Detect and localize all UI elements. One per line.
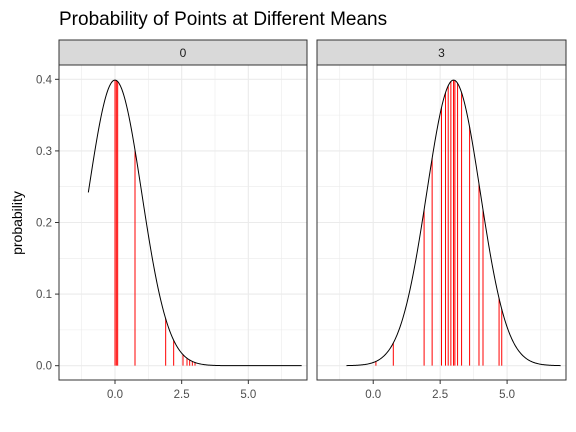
y-tick-label: 0.3 [36,146,52,158]
x-tick-label: 2.5 [432,389,448,401]
x-tick-label: 0.0 [107,389,123,401]
facet-strip [58,39,308,66]
density-curve [87,79,302,367]
x-tick-label: 5.0 [499,389,515,401]
density-curve [346,79,561,367]
y-tick-label: 0.4 [36,74,53,86]
x-tick-label: 5.0 [240,389,256,401]
y-tick-label: 0.0 [36,361,52,373]
chart-title: Probability of Points at Different Means [59,9,387,30]
facet-strip [316,39,567,66]
y-tick-label: 0.1 [36,289,52,301]
panel-3: 3 0.0 2.5 5.0 [316,39,567,401]
x-tick-label: 0.0 [365,389,381,401]
facet-strip-label: 3 [438,46,445,60]
panels: 0 0.0 2.5 5.0 0.0 0.1 0.2 0.3 0.4 3 0.0 2.5 5.0 [36,39,567,401]
y-axis-label: probability [9,191,25,255]
panel-0: 0 0.0 2.5 5.0 0.0 0.1 0.2 0.3 0.4 [36,39,308,401]
facet-strip-label: 0 [180,46,187,60]
y-tick-label: 0.2 [36,218,52,230]
x-tick-label: 2.5 [174,389,190,401]
